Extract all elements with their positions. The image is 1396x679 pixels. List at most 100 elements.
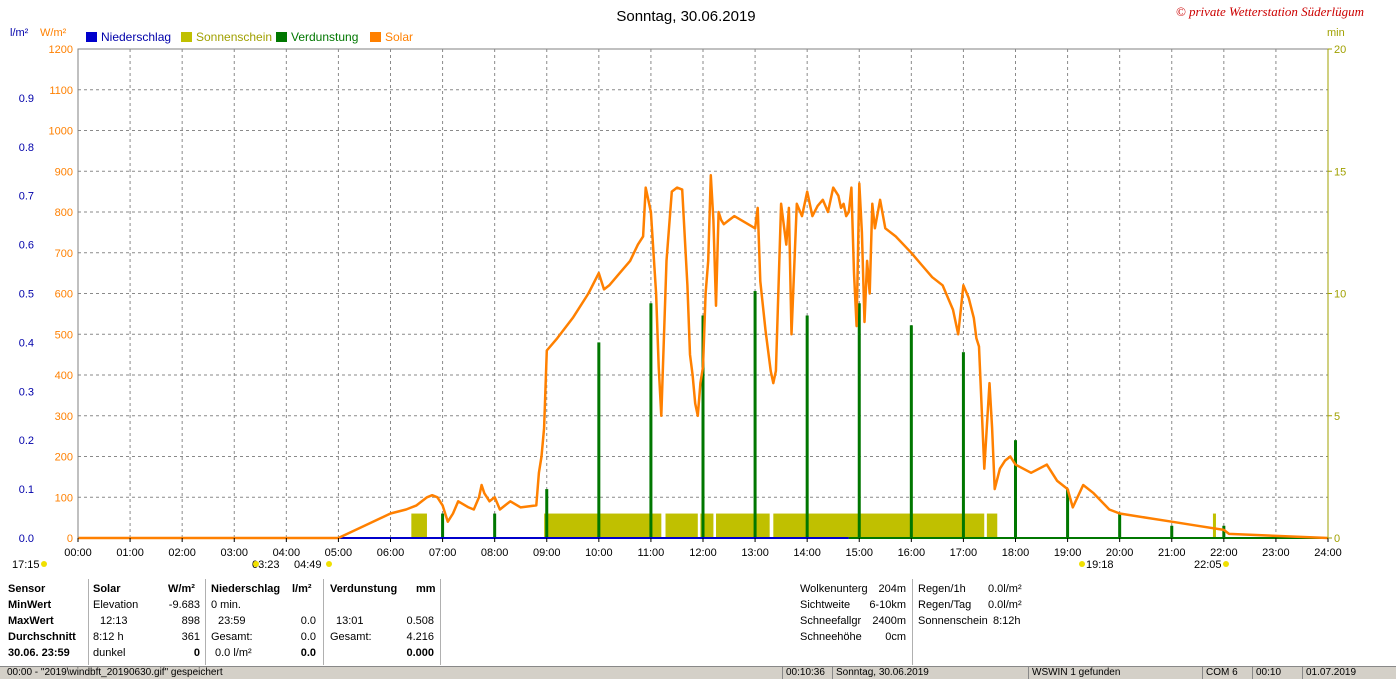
x-tick-label: 20:00 xyxy=(1106,547,1134,559)
y-rain-tick-label: 0.3 xyxy=(19,386,34,398)
x-tick-label: 10:00 xyxy=(585,547,613,559)
solar-avg-label: 8:12 h xyxy=(93,631,124,643)
sunshine-bar xyxy=(986,513,998,538)
evap-header: Verdunstung xyxy=(330,583,398,595)
sensor-row-avg: Durchschnitt xyxy=(8,631,76,643)
y-rain-tick-label: 0.8 xyxy=(19,142,34,154)
evaporation-bar xyxy=(1014,440,1017,538)
x-tick-label: 15:00 xyxy=(845,547,873,559)
solar-min-value: -9.683 xyxy=(168,599,200,611)
solar-now-label: dunkel xyxy=(93,647,126,659)
twilight-end-label: 22:05 xyxy=(1194,559,1222,571)
sun-marker-icon xyxy=(253,561,259,567)
y-min-tick-label: 20 xyxy=(1334,44,1346,56)
evap-max-label: 13:01 xyxy=(336,615,364,627)
y-solar-tick-label: 500 xyxy=(55,329,73,341)
status-clock: 00:10 xyxy=(1252,667,1302,679)
x-tick-label: 02:00 xyxy=(168,547,196,559)
status-port: COM 6 xyxy=(1202,667,1252,679)
rain-max-value: 0.0 xyxy=(300,615,316,627)
x-tick-label: 23:00 xyxy=(1262,547,1290,559)
rain-unit: l/m² xyxy=(292,583,312,595)
solar-max-value: 898 xyxy=(181,615,200,627)
y-solar-tick-label: 900 xyxy=(55,166,73,178)
x-tick-label: 05:00 xyxy=(325,547,353,559)
y-axis-solar-ticks: 0 100 200 300 400 500 600 700 800 900 1000 1100 1200 xyxy=(49,44,73,545)
y-axis-minutes-ticks: 0 5 10 15 20 xyxy=(1328,44,1346,545)
x-tick-label: 04:00 xyxy=(273,547,301,559)
sun-marker-icon xyxy=(1079,561,1085,567)
solar-now-value: 0 xyxy=(193,647,200,659)
y-min-tick-label: 15 xyxy=(1334,166,1346,178)
x-tick-label: 13:00 xyxy=(741,547,769,559)
sun-marker-icon xyxy=(1223,561,1229,567)
x-tick-label: 19:00 xyxy=(1054,547,1082,559)
rain-now-label: 0.0 l/m² xyxy=(215,647,252,659)
legend-label-sonnenschein: Sonnenschein xyxy=(196,30,272,44)
evaporation-bar xyxy=(441,513,445,538)
y-rain-tick-label: 0.2 xyxy=(19,435,34,447)
y-axis-rain-ticks: 0.0 0.1 0.2 0.3 0.4 0.5 0.6 0.7 0.8 0.9 xyxy=(19,93,34,545)
y-min-tick-label: 0 xyxy=(1334,533,1340,545)
rain-1h-label: Regen/1h xyxy=(918,583,966,595)
summary-table: Sensor MinWert MaxWert Durchschnitt 30.0… xyxy=(4,579,1392,665)
evaporation-bar xyxy=(909,325,913,538)
solar-max-label: 12:13 xyxy=(100,615,128,627)
unit-rain-label: l/m² xyxy=(10,27,29,39)
sunshine-value: 8:12h xyxy=(993,615,1021,627)
y-solar-tick-label: 600 xyxy=(55,289,73,301)
solar-series-line xyxy=(78,174,1329,540)
x-tick-label: 21:00 xyxy=(1158,547,1186,559)
unit-minutes-label: min xyxy=(1327,27,1345,39)
evap-max-value: 0.508 xyxy=(406,615,434,627)
chart-title: Sonntag, 30.06.2019 xyxy=(616,8,755,25)
column-divider xyxy=(912,579,913,665)
legend-label-verdunstung: Verdunstung xyxy=(291,30,358,44)
x-tick-label: 14:00 xyxy=(793,547,821,559)
evaporation-bar xyxy=(1170,525,1174,538)
weather-chart: 00:00 01:00 02:00 03:00 04:00 05:00 06:00 07:00… xyxy=(10,4,1364,571)
y-rain-tick-label: 0.9 xyxy=(19,93,34,105)
evap-total-value: 4.216 xyxy=(406,631,434,643)
y-solar-tick-label: 200 xyxy=(55,452,73,464)
sensor-header: Sensor xyxy=(8,583,46,595)
snowfall-limit-value: 2400m xyxy=(872,615,906,627)
y-rain-tick-label: 0.0 xyxy=(19,533,34,545)
sensor-row-min: MinWert xyxy=(8,599,52,611)
sensor-row-now: 30.06. 23:59 xyxy=(8,647,70,659)
sun-events: 17:15 03:23 04:49 19:18 22:05 xyxy=(12,559,1229,571)
legend-label-niederschlag: Niederschlag xyxy=(101,30,171,44)
sunshine-bar xyxy=(544,513,662,538)
y-min-tick-label: 10 xyxy=(1334,289,1346,301)
evap-unit: mm xyxy=(416,583,436,595)
rain-min-label: 0 min. xyxy=(211,599,241,611)
rain-1h-value: 0.0l/m² xyxy=(988,583,1022,595)
evaporation-bar xyxy=(1066,489,1070,538)
x-tick-label: 22:00 xyxy=(1210,547,1238,559)
y-solar-tick-label: 1100 xyxy=(49,85,73,97)
unit-solar-label: W/m² xyxy=(40,27,67,39)
evaporation-bar xyxy=(753,291,757,538)
sunshine-spike xyxy=(1212,513,1216,538)
twilight-start-label: 03:23 xyxy=(252,559,280,571)
legend-swatch-solar xyxy=(370,32,381,42)
visibility-label: Sichtweite xyxy=(800,599,851,611)
rain-total-value: 0.0 xyxy=(300,631,316,643)
sunshine-bar xyxy=(411,513,427,538)
evap-now-value: 0.000 xyxy=(406,647,434,659)
x-tick-label: 09:00 xyxy=(533,547,561,559)
solar-min-label: Elevation xyxy=(93,599,139,611)
evaporation-bar xyxy=(805,315,809,538)
evaporation-bar xyxy=(597,342,601,538)
sun-marker-icon xyxy=(41,561,47,567)
y-solar-tick-label: 800 xyxy=(55,207,73,219)
x-tick-label: 16:00 xyxy=(898,547,926,559)
y-solar-tick-label: 300 xyxy=(55,411,73,423)
column-divider xyxy=(323,579,324,665)
status-date: 01.07.2019 xyxy=(1302,667,1396,679)
rain-day-value: 0.0l/m² xyxy=(988,599,1022,611)
status-date-label: Sonntag, 30.06.2019 xyxy=(832,667,1026,679)
sunshine-label: Sonnenschein xyxy=(918,615,988,627)
y-min-tick-label: 5 xyxy=(1334,411,1340,423)
y-solar-tick-label: 400 xyxy=(55,370,73,382)
